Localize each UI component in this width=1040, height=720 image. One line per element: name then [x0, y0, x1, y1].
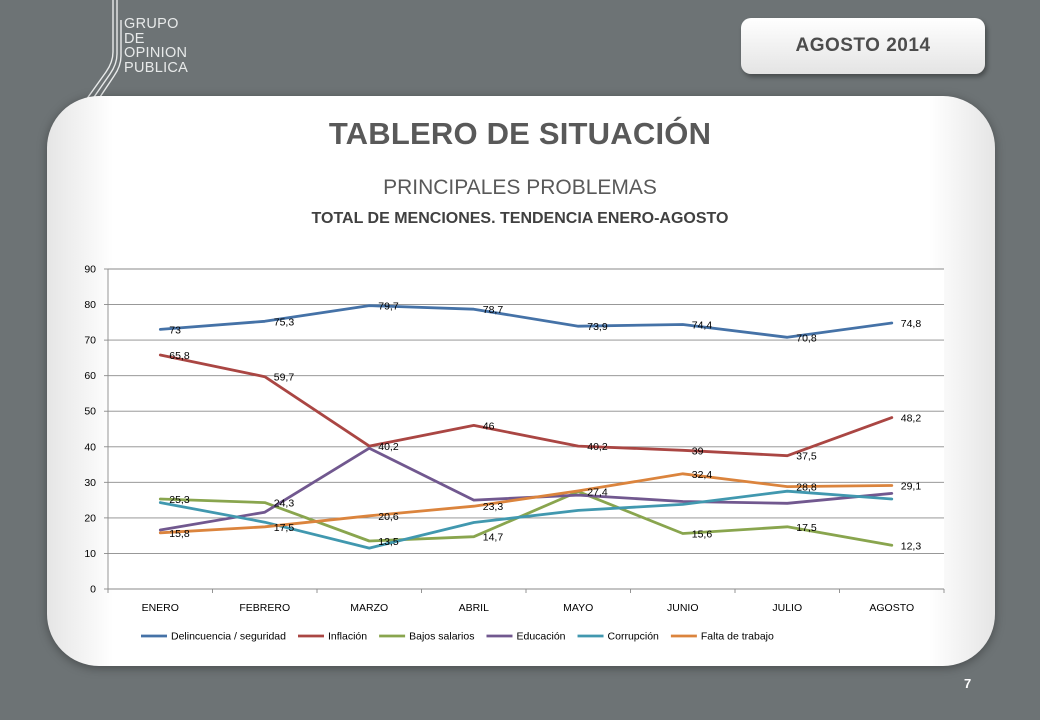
data-label-s2-3: 14,7	[483, 532, 504, 544]
data-label-s5-0: 15,8	[169, 528, 190, 540]
logo-line-1: GRUPO	[124, 16, 179, 32]
x-tick-label-agosto: AGOSTO	[869, 602, 914, 614]
series-line-4	[158, 489, 894, 550]
legend-label-3: Educación	[516, 631, 565, 643]
series-line-1	[158, 353, 894, 458]
data-label-s5-1: 17,5	[274, 522, 295, 534]
date-badge-text: AGOSTO 2014	[795, 35, 931, 56]
data-label-s2-5: 15,6	[692, 529, 713, 541]
legend-label-5: Falta de trabajo	[701, 631, 774, 643]
logo-line-4: PUBLICA	[124, 59, 189, 76]
data-label-s2-1: 24,3	[274, 498, 295, 510]
grupo-opinion-publica-logo	[85, 0, 122, 100]
x-tick-label-julio: JULIO	[772, 602, 802, 614]
data-label-s0-5: 74,4	[692, 319, 713, 331]
series-line-5	[158, 472, 894, 535]
data-label-s1-5: 39	[692, 445, 704, 457]
x-tick-label-febrero: FEBRERO	[239, 602, 290, 614]
data-label-s5-6: 28,8	[796, 482, 817, 494]
series-line-2	[158, 490, 894, 547]
x-tick-label-mayo: MAYO	[563, 602, 593, 614]
logo-wordmark: GRUPO DE OPINION PUBLICA	[124, 17, 188, 75]
data-label-s0-1: 75,3	[274, 316, 295, 328]
data-label-s1-4: 40,2	[587, 441, 608, 453]
data-label-s0-4: 73,9	[587, 321, 608, 333]
x-tick-label-enero: ENERO	[142, 602, 179, 614]
y-tick-label-20: 20	[84, 512, 96, 524]
data-label-s0-2: 79,7	[378, 301, 399, 313]
page-title: TABLERO DE SITUACIÓN	[328, 116, 712, 151]
logo-line-2: DE	[124, 30, 145, 47]
y-tick-label-10: 10	[84, 548, 96, 560]
date-badge: AGOSTO 2014	[741, 18, 985, 74]
page-number: 7	[964, 676, 972, 691]
y-tick-label-80: 80	[84, 299, 96, 311]
data-label-s2-7: 12,3	[901, 540, 922, 552]
x-tick-label-junio: JUNIO	[667, 602, 699, 614]
legend-label-4: Corrupción	[608, 631, 660, 643]
data-label-s5-5: 32,4	[692, 469, 713, 481]
x-tick-label-marzo: MARZO	[350, 602, 388, 614]
data-label-s5-2: 20,6	[378, 511, 399, 523]
y-tick-label-0: 0	[90, 584, 96, 596]
data-label-s2-0: 25,3	[169, 494, 190, 506]
y-tick-label-60: 60	[84, 370, 96, 382]
legend-label-1: Inflación	[328, 631, 367, 643]
y-tick-label-50: 50	[84, 406, 96, 418]
data-label-s1-1: 59,7	[274, 372, 295, 384]
chart-title: TOTAL DE MENCIONES. TENDENCIA ENERO-AGOS…	[311, 210, 729, 227]
logo-line-3: OPINION	[124, 45, 188, 61]
data-label-s0-0: 73	[169, 324, 181, 336]
y-tick-label-30: 30	[84, 477, 96, 489]
y-tick-label-90: 90	[84, 264, 96, 276]
data-label-s0-7: 74,8	[901, 318, 922, 330]
data-label-s2-4: 27,4	[587, 487, 608, 499]
data-label-s1-0: 65,8	[169, 350, 190, 362]
data-label-s2-6: 17,5	[796, 522, 817, 534]
page-subtitle: PRINCIPALES PROBLEMAS	[383, 176, 657, 199]
data-label-s1-6: 37,5	[796, 451, 817, 463]
series-line-0	[158, 304, 894, 339]
legend-label-2: Bajos salarios	[409, 631, 474, 643]
data-label-s1-2: 40,2	[378, 441, 399, 453]
y-tick-label-40: 40	[84, 441, 96, 453]
legend-label-0: Delincuencia / seguridad	[171, 631, 286, 643]
data-label-s5-7: 29,1	[901, 481, 922, 493]
data-label-s1-7: 48,2	[901, 413, 922, 425]
data-label-s0-6: 70,8	[796, 332, 817, 344]
data-label-s5-3: 23,3	[483, 501, 504, 513]
data-label-s0-3: 78,7	[483, 304, 504, 316]
y-tick-label-70: 70	[84, 335, 96, 347]
data-label-s2-2: 13,5	[378, 536, 399, 548]
x-tick-label-abril: ABRIL	[459, 602, 490, 614]
data-label-s1-3: 46	[483, 420, 495, 432]
